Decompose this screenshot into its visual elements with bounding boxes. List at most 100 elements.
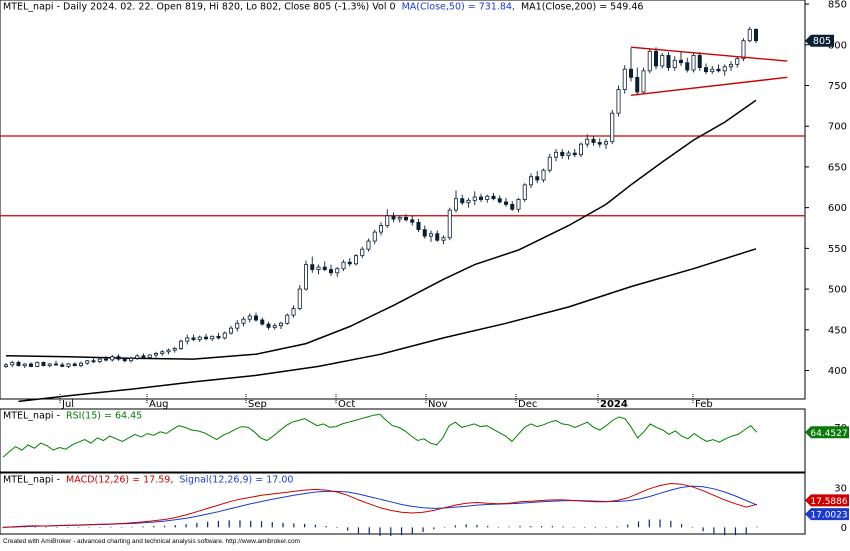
candle-body bbox=[591, 138, 596, 143]
candle-body bbox=[191, 337, 196, 340]
macd-header: MTEL_napi - MACD(12,26) = 17.59, Signal(… bbox=[3, 475, 293, 486]
candle-body bbox=[28, 363, 33, 367]
candle-body bbox=[516, 199, 521, 210]
macd-histogram-bar bbox=[88, 527, 90, 528]
candle-body bbox=[135, 355, 140, 359]
macd-histogram-bar bbox=[616, 526, 618, 528]
macd-histogram-bar bbox=[540, 526, 543, 528]
price-y-tick-label: 550 bbox=[828, 244, 847, 255]
candle-body bbox=[391, 215, 396, 220]
candle-body bbox=[310, 264, 315, 270]
x-tick-label: Oct bbox=[338, 399, 355, 410]
macd-histogram-bar bbox=[34, 526, 36, 528]
macd-pane: 30 0 17.5886 17.0023 bbox=[2, 482, 849, 536]
candle-body bbox=[79, 362, 84, 367]
candle-body bbox=[735, 58, 740, 65]
macd-histogram-bar bbox=[573, 527, 575, 528]
candle-body bbox=[60, 364, 65, 367]
macd-histogram-bar bbox=[347, 527, 349, 531]
macd-histogram-bar bbox=[756, 526, 758, 528]
x-tick-label: Dec bbox=[518, 399, 537, 410]
candle-body bbox=[385, 215, 390, 226]
macd-pane-frame bbox=[0, 472, 806, 535]
candle-body bbox=[166, 349, 171, 353]
candle-body bbox=[366, 240, 371, 250]
rsi-line bbox=[2, 413, 758, 458]
price-y-tick-label: 750 bbox=[828, 81, 847, 92]
candle-body bbox=[328, 269, 333, 274]
macd-histogram-bar bbox=[77, 527, 79, 528]
candle-body bbox=[435, 233, 440, 241]
signal-last-value-label: 17.0023 bbox=[810, 511, 847, 521]
candle-body bbox=[266, 323, 271, 328]
macd-histogram-bar bbox=[681, 524, 683, 528]
candle-body bbox=[97, 358, 102, 362]
macd-histogram-bar bbox=[185, 524, 187, 528]
rsi-header-label: RSI(15) = 64.45 bbox=[66, 411, 142, 422]
candle-body bbox=[410, 219, 415, 223]
candle-body bbox=[235, 322, 240, 329]
x-tick-label: Jul bbox=[61, 399, 74, 410]
macd-histogram-bar bbox=[433, 527, 435, 530]
macd-histogram-bar bbox=[163, 525, 166, 528]
macd-histogram-bar bbox=[282, 522, 284, 528]
candle-body bbox=[104, 358, 109, 361]
price-y-tick-label: 450 bbox=[828, 325, 847, 336]
price-y-tick-label: 850 bbox=[828, 0, 847, 11]
candle-body bbox=[360, 248, 365, 257]
candle-body bbox=[303, 264, 308, 290]
candle-body bbox=[529, 176, 534, 186]
macd-last-value-label: 17.5886 bbox=[810, 497, 847, 507]
candle-body bbox=[35, 361, 40, 367]
macd-histogram-bar bbox=[584, 527, 586, 528]
macd-histogram-bar bbox=[422, 527, 424, 532]
candle-body bbox=[566, 152, 571, 156]
macd-histogram-bar bbox=[2, 527, 4, 529]
candle-body bbox=[453, 198, 458, 211]
candle-body bbox=[347, 261, 352, 265]
candle-body bbox=[41, 361, 46, 367]
candle-body bbox=[153, 352, 158, 356]
candle-body bbox=[291, 308, 296, 316]
candle-body bbox=[622, 68, 627, 90]
macd-histogram-bar bbox=[196, 522, 198, 528]
candle-body bbox=[197, 336, 202, 340]
candle-body bbox=[422, 229, 427, 237]
macd-histogram-bar bbox=[207, 521, 209, 528]
candle-body bbox=[635, 76, 640, 93]
macd-histogram-bar bbox=[487, 526, 489, 528]
candle-body bbox=[604, 141, 609, 145]
triangle-lower-line bbox=[630, 76, 788, 96]
candle-body bbox=[729, 63, 734, 68]
rsi-pane-frame bbox=[0, 408, 806, 473]
candle-body bbox=[172, 348, 177, 351]
macd-histogram-bar bbox=[713, 527, 715, 534]
candle-body bbox=[210, 335, 215, 340]
macd-histogram-bar bbox=[605, 527, 607, 528]
candle-body bbox=[335, 268, 340, 274]
candle-body bbox=[666, 54, 671, 68]
candle-body bbox=[260, 319, 265, 325]
candle-body bbox=[160, 351, 165, 354]
candle-body bbox=[403, 217, 408, 221]
price-pane-frame bbox=[0, 0, 806, 400]
last-close-label: 805 bbox=[813, 36, 831, 47]
candle-body bbox=[122, 358, 127, 362]
footer-credit: Created with AmiBroker - advanced charti… bbox=[3, 538, 300, 545]
candle-body bbox=[610, 112, 615, 143]
x-tick-label: Sep bbox=[248, 399, 267, 410]
macd-histogram-bar bbox=[745, 527, 747, 534]
macd-histogram-bar bbox=[217, 520, 220, 528]
candle-body bbox=[510, 203, 515, 210]
macd-histogram-bar bbox=[702, 527, 704, 532]
candle-body bbox=[91, 360, 96, 363]
macd-histogram-bar bbox=[304, 523, 306, 528]
macd-histogram-bar bbox=[444, 527, 446, 528]
candle-body bbox=[522, 184, 527, 200]
last-close-tag bbox=[805, 34, 834, 47]
price-y-tick-label: 400 bbox=[828, 366, 847, 377]
price-y-tick-label: 500 bbox=[828, 285, 847, 296]
candle-body bbox=[679, 59, 684, 64]
candle-body bbox=[460, 198, 465, 204]
